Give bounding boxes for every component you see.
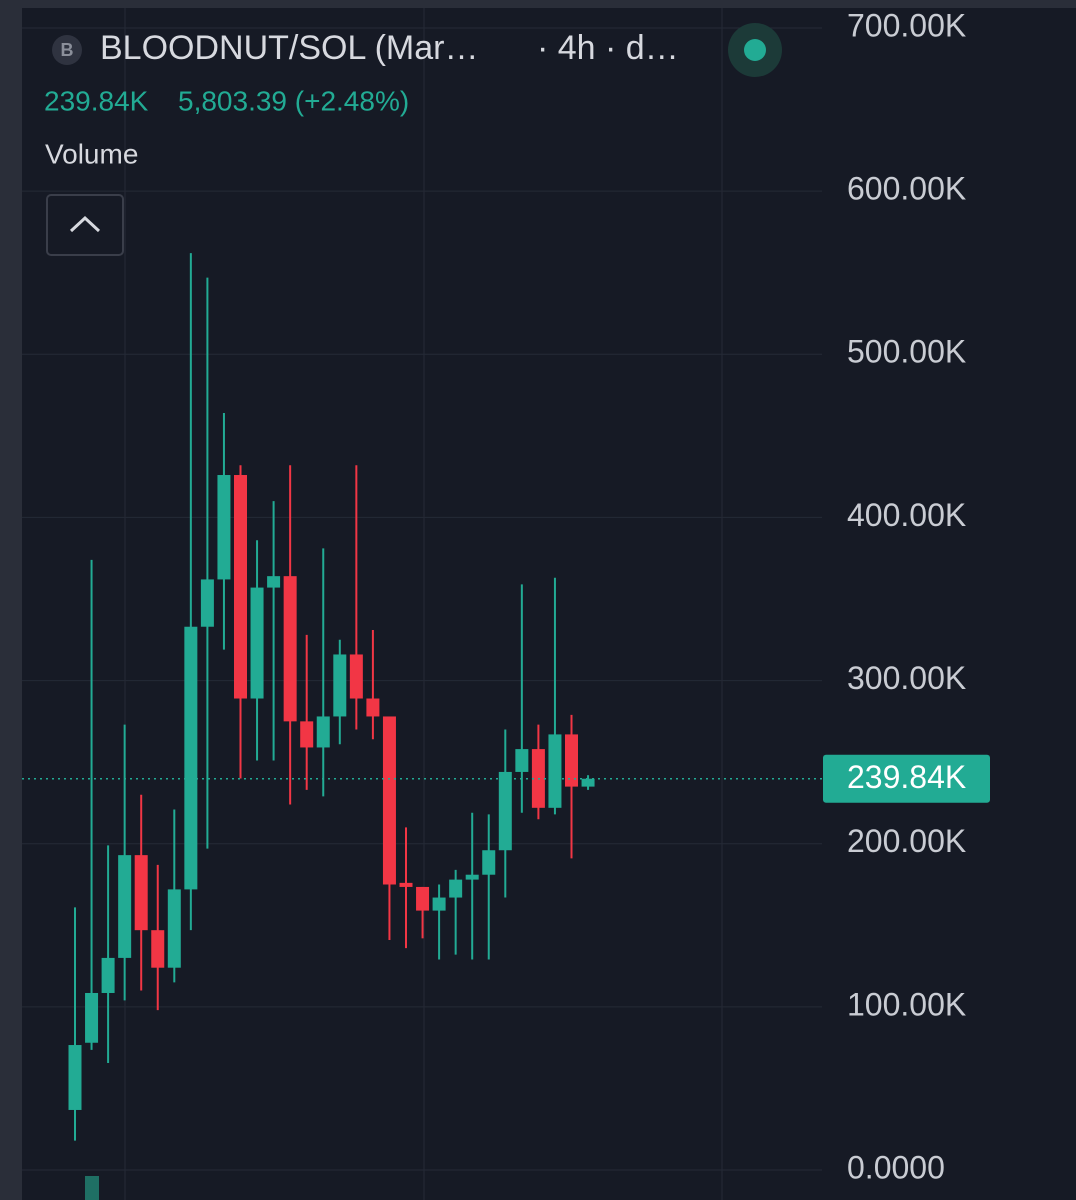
candle-body (498, 771, 512, 851)
interval: · 4h · d… (537, 29, 679, 67)
y-tick-label: 100.00K (847, 986, 966, 1022)
price: 239.84K (44, 85, 149, 116)
y-tick-label: 300.00K (847, 660, 966, 696)
candles (68, 253, 595, 1141)
last-price-badge (823, 754, 990, 803)
candle-body (432, 897, 446, 911)
candle-body (349, 654, 363, 699)
candle-body (283, 576, 297, 722)
candle-body (217, 475, 231, 580)
collapse-button[interactable] (46, 194, 124, 256)
chart-title: BLOODNUT/SOL (Mar… (100, 29, 478, 67)
candle-body (184, 626, 198, 890)
volume-bar (85, 1176, 99, 1200)
symbol-icon-letter: B (61, 40, 74, 60)
y-tick-label: 200.00K (847, 823, 966, 859)
y-tick-label: 0.0000 (847, 1149, 945, 1185)
chart-background (22, 8, 1076, 1200)
candle-body (333, 654, 347, 717)
candle-body (366, 698, 380, 717)
candle-body (581, 778, 595, 787)
change: 5,803.39 (+2.48%) (178, 85, 409, 116)
candle-body (565, 734, 578, 787)
candle-body (382, 716, 396, 885)
candle-body (399, 882, 413, 887)
candle-body (118, 855, 132, 958)
candle-body (449, 879, 463, 898)
y-tick-label: 700.00K (847, 7, 966, 43)
candle-body (416, 886, 430, 911)
status-dot (744, 39, 766, 61)
candle-body (85, 992, 99, 1043)
candle-body (234, 475, 247, 699)
candle-body (515, 749, 529, 772)
candle-body (68, 1045, 82, 1110)
candle-body (482, 850, 496, 875)
candle-body (134, 855, 148, 931)
candle-body (267, 576, 281, 588)
candle-body (151, 930, 165, 968)
indicator: Volume (45, 138, 138, 169)
candle-body (548, 734, 562, 808)
symbol-icon (52, 35, 82, 65)
collapse-icon (69, 215, 101, 233)
candle-body (465, 874, 479, 880)
candle-body (300, 721, 314, 748)
candle-body (101, 957, 115, 993)
y-tick-label: 600.00K (847, 171, 966, 207)
y-tick-label: 400.00K (847, 497, 966, 533)
candle-body (316, 716, 330, 748)
last-price-label: 239.84K (847, 759, 966, 795)
candle-body (200, 579, 214, 627)
candle-body (250, 587, 264, 699)
candle-body (167, 889, 181, 968)
y-tick-label: 500.00K (847, 334, 966, 370)
grid (22, 27, 822, 1171)
